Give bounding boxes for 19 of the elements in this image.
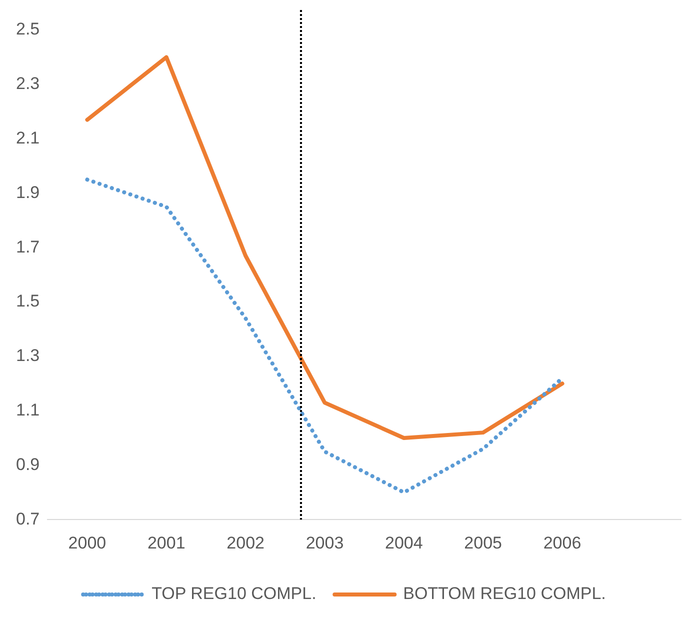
y-tick-label: 1.9: [16, 182, 40, 202]
y-tick-label: 0.7: [16, 509, 40, 528]
y-tick-label: 1.7: [16, 237, 40, 256]
x-tick-label: 2001: [147, 533, 186, 552]
y-tick-label: 1.5: [16, 292, 40, 311]
y-tick-label: 1.1: [16, 400, 40, 420]
y-tick-label: 1.3: [16, 346, 40, 366]
x-tick-label: 2006: [543, 533, 582, 552]
x-tick-label: 2002: [226, 533, 264, 552]
y-tick-label: 2.3: [16, 74, 40, 94]
y-tick-label: 2.5: [16, 20, 40, 39]
x-tick-label: 2003: [306, 533, 344, 552]
legend-label: TOP REG10 COMPL.: [152, 584, 316, 604]
x-tick-label: 2005: [464, 533, 502, 552]
x-tick-label: 2004: [384, 533, 423, 552]
y-tick-label: 2.1: [16, 128, 40, 148]
legend-label: BOTTOM REG10 COMPL.: [403, 584, 606, 604]
y-tick-label: 0.9: [16, 454, 40, 474]
x-tick-label: 2000: [68, 533, 106, 552]
